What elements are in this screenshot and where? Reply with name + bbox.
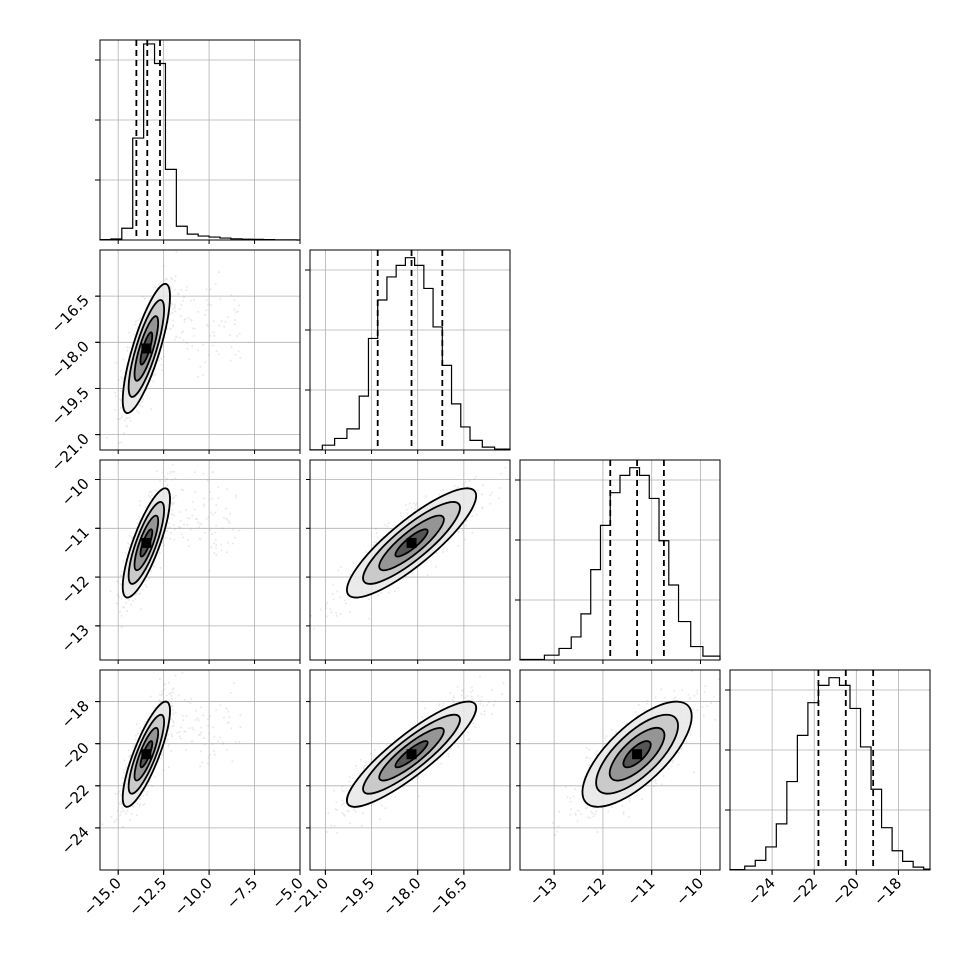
x-tick-label-p0: −12.5	[125, 874, 170, 919]
scatter-panel-p0-p1	[96, 249, 301, 454]
x-tick-label-p3: −24	[744, 874, 779, 909]
density-peak	[141, 343, 152, 354]
x-tick-label-p2: −10	[672, 874, 707, 909]
histogram-p3	[729, 677, 931, 871]
panel-content	[310, 670, 510, 870]
contour-line	[133, 514, 160, 572]
contour-line	[362, 713, 461, 795]
contour-line	[133, 726, 160, 782]
density-peak	[406, 749, 417, 760]
contour-line	[595, 713, 679, 795]
contour-line	[346, 487, 478, 599]
panel-content	[310, 460, 510, 660]
x-tick-label-p0: −7.5	[223, 874, 261, 912]
contour-line	[378, 726, 445, 782]
density-peak	[406, 537, 417, 548]
histogram-p2	[519, 467, 721, 661]
panel-content	[520, 670, 720, 870]
hist-frame-p2	[519, 459, 721, 661]
y-tick-label-p2: −12	[58, 572, 93, 607]
y-tick-label-p1: −18.0	[48, 337, 93, 382]
contour-line	[581, 700, 693, 808]
x-tick-label-p3: −18	[870, 874, 905, 909]
contour-line	[394, 740, 429, 769]
hist-panel-p1	[305, 249, 511, 454]
panel-content	[100, 460, 300, 660]
x-tick-label-p2: −13	[526, 874, 561, 909]
panel-content	[100, 250, 300, 450]
hist-frame-p0	[99, 39, 301, 241]
hist-panel-p2	[515, 459, 721, 664]
hist-panel-p3	[725, 669, 931, 874]
y-tick-label-p1: −19.5	[48, 384, 93, 429]
y-tick-label-p2: −11	[58, 523, 93, 558]
y-tick-label-p3: −24	[58, 823, 93, 858]
contour-line	[362, 501, 461, 585]
histogram-p0	[99, 43, 300, 241]
density-peak	[141, 537, 152, 548]
hist-panel-p0	[95, 39, 301, 244]
scatter-panel-p1-p3	[306, 669, 511, 874]
x-tick-label-p2: −11	[623, 874, 658, 909]
x-tick-label-p0: −10.0	[171, 874, 216, 919]
panel-content	[100, 670, 300, 870]
density-peak	[141, 749, 152, 760]
contour-line	[139, 528, 154, 558]
scatter-panel-p1-p2	[306, 459, 511, 664]
histogram-p1	[309, 257, 511, 451]
scatter-frame	[309, 669, 511, 871]
y-tick-label-p1: −21.0	[48, 430, 93, 475]
contour-line	[394, 528, 429, 558]
scatter-frame	[309, 459, 511, 661]
contour-line	[133, 315, 160, 382]
y-tick-label-p1: −16.5	[48, 291, 93, 336]
hist-frame-p1	[309, 249, 511, 451]
contour-line	[127, 501, 165, 585]
x-tick-label-p2: −12	[575, 874, 610, 909]
x-tick-label-p1: −16.5	[425, 874, 470, 919]
contour-line	[139, 331, 154, 366]
scatter-frame	[519, 669, 721, 871]
hist-frame-p3	[729, 669, 931, 871]
scatter-points	[105, 251, 242, 445]
scatter-points	[109, 463, 241, 628]
contour-line	[346, 700, 478, 808]
y-tick-label-p3: −20	[58, 739, 93, 774]
contour-line	[127, 299, 165, 398]
scatter-frame	[99, 459, 301, 661]
scatter-frame	[99, 669, 301, 871]
scatter-panel-p0-p3	[96, 669, 301, 874]
contour-line	[622, 740, 652, 769]
contour-line	[121, 282, 171, 414]
y-tick-label-p2: −13	[58, 621, 93, 656]
contour-line	[121, 700, 171, 808]
contour-line	[139, 740, 154, 769]
y-tick-label-p3: −18	[58, 697, 93, 732]
scatter-frame	[99, 249, 301, 451]
x-tick-label-p1: −18.0	[379, 874, 424, 919]
contour-line	[121, 487, 171, 599]
y-tick-label-p2: −10	[58, 475, 93, 510]
contour-line	[608, 726, 666, 782]
scatter-panel-p0-p2	[96, 459, 301, 664]
x-tick-label-p3: −22	[786, 874, 821, 909]
scatter-panel-p2-p3	[516, 669, 721, 874]
contour-line	[127, 713, 165, 795]
y-tick-label-p3: −22	[58, 781, 93, 816]
x-tick-label-p0: −15.0	[80, 874, 125, 919]
contour-line	[378, 514, 445, 572]
x-tick-label-p1: −19.5	[333, 874, 378, 919]
x-tick-label-p3: −20	[828, 874, 863, 909]
density-peak	[632, 749, 643, 760]
